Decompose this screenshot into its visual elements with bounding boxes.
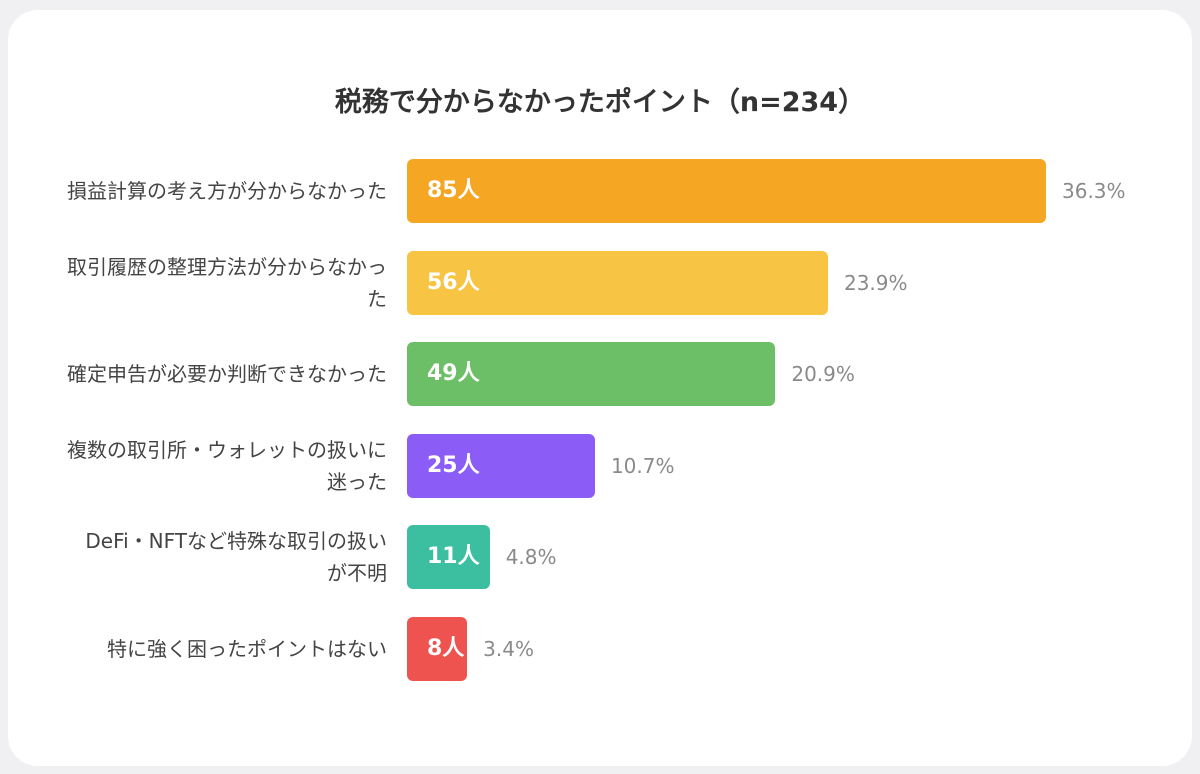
- value-label: 49人: [427, 361, 480, 387]
- bar: 49人: [407, 342, 776, 407]
- bar-row: 複数の取引所・ウォレットの扱いに迷った 25人 10.7%: [8, 433, 1192, 498]
- bar-row: 特に強く困ったポイントはない 8人 3.4%: [8, 617, 1192, 681]
- share-label: 23.9%: [843, 270, 908, 295]
- value-label: 8人: [427, 636, 465, 661]
- value-label: 56人: [427, 269, 480, 295]
- chart-title: 税務で分からなかったポイント（n=234）: [334, 87, 866, 118]
- category-label: 損益計算の考え方が分からなかった: [67, 179, 387, 203]
- category-label: 特に強く困ったポイントはない: [107, 637, 387, 661]
- category-label: DeFi・NFTなど特殊な取引の扱いが不明: [85, 529, 387, 586]
- share-label: 10.7%: [610, 453, 675, 478]
- bar: 8人: [407, 617, 468, 681]
- bar-row: DeFi・NFTなど特殊な取引の扱いが不明 11人 4.8%: [8, 525, 1192, 590]
- share-label: 20.9%: [791, 362, 855, 387]
- bar: 11人: [407, 525, 490, 590]
- card: 税務で分からなかったポイント（n=234） 損益計算の考え方が分からなかった 85…: [8, 10, 1192, 766]
- value-label: 11人: [427, 544, 480, 570]
- bar-row: 損益計算の考え方が分からなかった 85人 36.3%: [8, 159, 1192, 223]
- category-label: 取引履歴の整理方法が分からなかった: [67, 254, 387, 311]
- bar: 56人: [407, 250, 828, 315]
- category-label: 複数の取引所・ウォレットの扱いに迷った: [67, 437, 387, 494]
- bar-row: 確定申告が必要か判断できなかった 49人 20.9%: [8, 342, 1192, 407]
- value-label: 85人: [427, 178, 480, 203]
- bar: 85人: [407, 159, 1046, 223]
- share-label: 4.8%: [505, 545, 557, 570]
- bar: 25人: [407, 433, 595, 498]
- value-label: 25人: [427, 452, 480, 478]
- share-label: 3.4%: [483, 637, 534, 661]
- share-label: 36.3%: [1062, 179, 1126, 203]
- bar-row: 取引履歴の整理方法が分からなかった 56人 23.9%: [8, 250, 1192, 315]
- category-label: 確定申告が必要か判断できなかった: [67, 362, 387, 387]
